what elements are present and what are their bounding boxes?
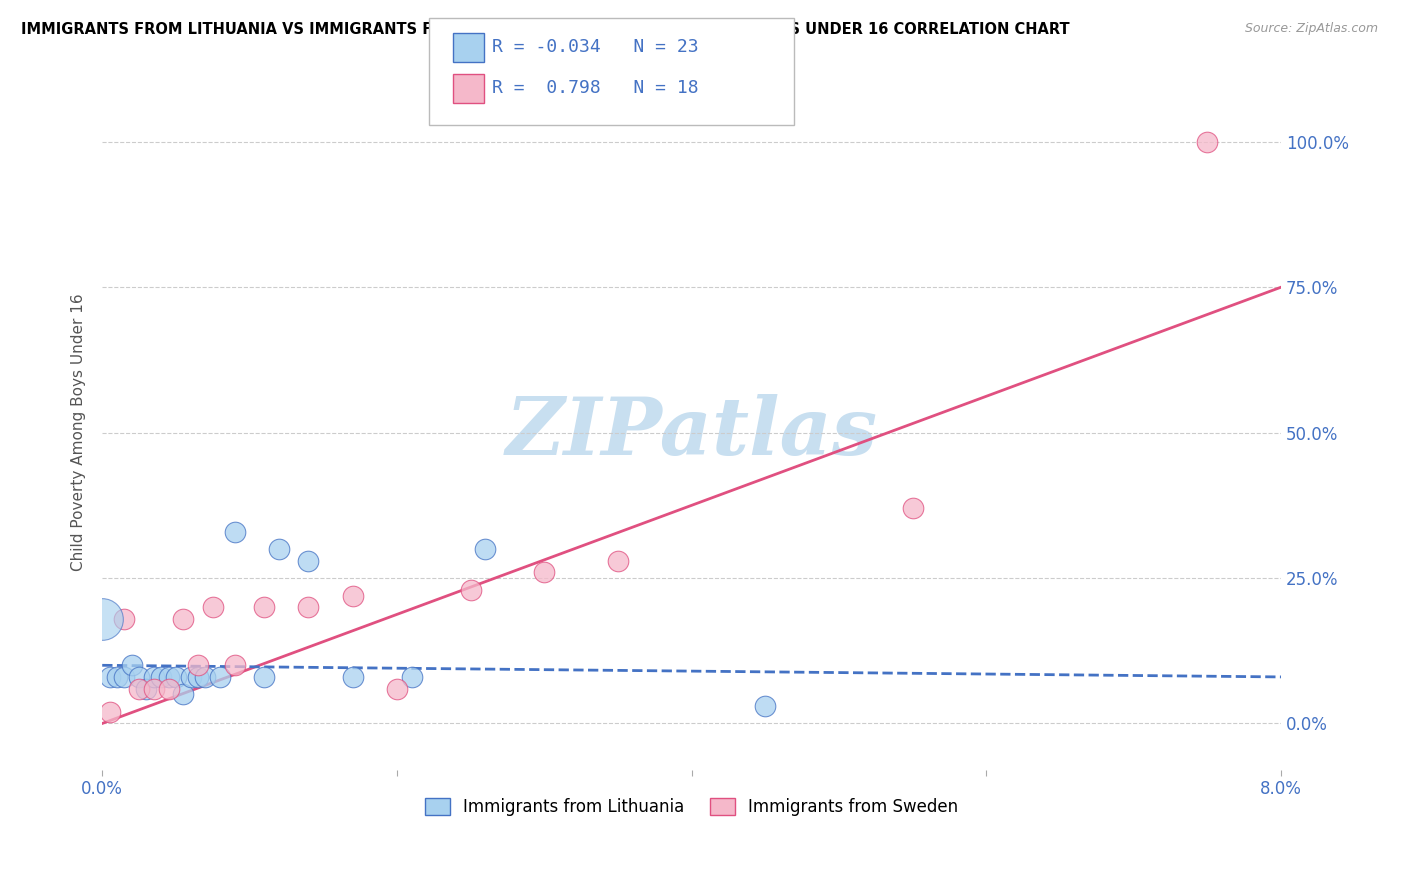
Point	[128, 670, 150, 684]
Point	[533, 566, 555, 580]
Point	[142, 681, 165, 696]
Point	[385, 681, 408, 696]
Point	[209, 670, 232, 684]
Point	[267, 541, 290, 556]
Point	[342, 670, 364, 684]
Point	[224, 524, 246, 539]
Point	[187, 670, 209, 684]
Text: ZIPatlas: ZIPatlas	[506, 394, 877, 471]
Point	[224, 658, 246, 673]
Point	[112, 670, 135, 684]
Point	[172, 687, 194, 701]
Point	[128, 681, 150, 696]
Point	[606, 553, 628, 567]
Point	[201, 600, 224, 615]
Text: IMMIGRANTS FROM LITHUANIA VS IMMIGRANTS FROM SWEDEN CHILD POVERTY AMONG BOYS UND: IMMIGRANTS FROM LITHUANIA VS IMMIGRANTS …	[21, 22, 1070, 37]
Point	[297, 600, 319, 615]
Text: Source: ZipAtlas.com: Source: ZipAtlas.com	[1244, 22, 1378, 36]
Point	[157, 681, 180, 696]
Point	[142, 670, 165, 684]
Point	[172, 612, 194, 626]
Point	[98, 670, 121, 684]
Point	[1197, 135, 1219, 149]
Point	[194, 670, 217, 684]
Point	[253, 670, 276, 684]
Y-axis label: Child Poverty Among Boys Under 16: Child Poverty Among Boys Under 16	[72, 293, 86, 572]
Point	[297, 553, 319, 567]
Point	[474, 541, 496, 556]
Point	[754, 698, 776, 713]
Point	[135, 681, 157, 696]
Point	[460, 582, 482, 597]
Point	[157, 670, 180, 684]
Point	[342, 589, 364, 603]
Text: R =  0.798   N = 18: R = 0.798 N = 18	[492, 79, 699, 97]
Legend: Immigrants from Lithuania, Immigrants from Sweden: Immigrants from Lithuania, Immigrants fr…	[419, 791, 965, 822]
Point	[121, 658, 143, 673]
Text: R = -0.034   N = 23: R = -0.034 N = 23	[492, 38, 699, 56]
Point	[165, 670, 187, 684]
Point	[401, 670, 423, 684]
Point	[901, 501, 924, 516]
Point	[180, 670, 202, 684]
Point	[253, 600, 276, 615]
Point	[187, 658, 209, 673]
Point	[91, 612, 114, 626]
Point	[98, 705, 121, 719]
Point	[105, 670, 128, 684]
Point	[112, 612, 135, 626]
Point	[150, 670, 173, 684]
